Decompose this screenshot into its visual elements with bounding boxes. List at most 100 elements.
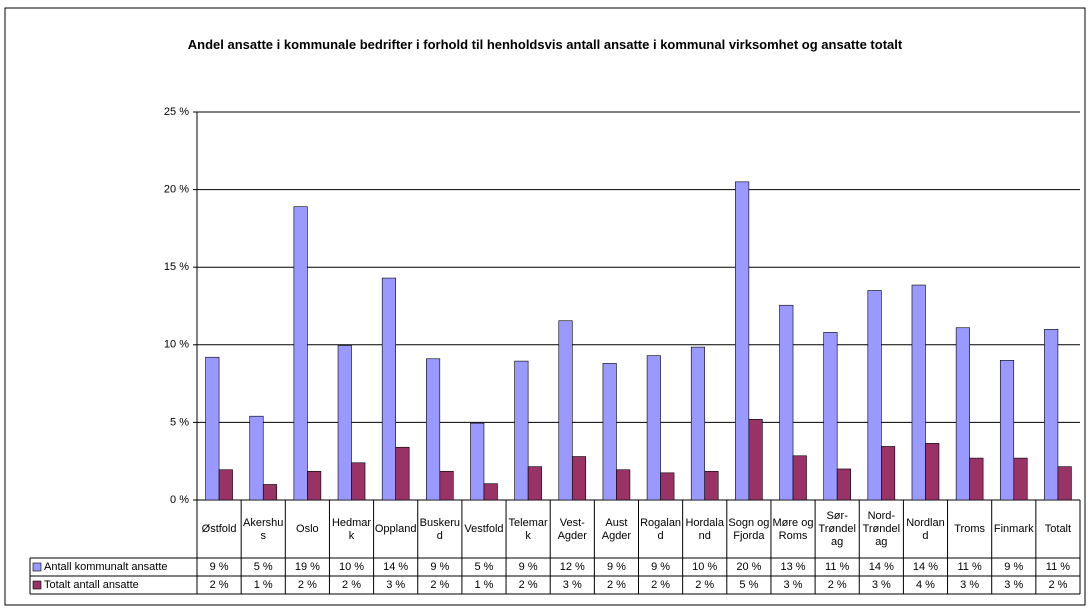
- bar: [925, 443, 940, 501]
- x-tick-label: Oslo: [296, 523, 319, 535]
- x-tick-label: Telemark: [508, 516, 548, 542]
- x-tick-label: Buskerud: [419, 516, 460, 542]
- bar: [969, 457, 984, 501]
- bar: [483, 483, 498, 501]
- value-label: 1 %: [474, 579, 493, 591]
- value-label: 9 %: [651, 561, 670, 573]
- bar: [660, 472, 675, 501]
- y-tick-label: 15 %: [164, 261, 189, 273]
- legend-key: [32, 562, 42, 572]
- value-label: 2 %: [1048, 579, 1067, 591]
- value-label: 3 %: [1004, 579, 1023, 591]
- x-tick-label: Sør-Trøndelag: [818, 510, 856, 548]
- value-label: 10 %: [692, 561, 717, 573]
- bar: [426, 358, 441, 501]
- value-label: 19 %: [295, 561, 320, 573]
- bar: [735, 181, 750, 501]
- value-label: 14 %: [913, 561, 938, 573]
- bar: [779, 304, 794, 501]
- bar: [748, 418, 763, 501]
- bar: [395, 446, 410, 501]
- bar: [792, 455, 807, 501]
- bar: [823, 332, 838, 501]
- y-tick-label: 5 %: [170, 416, 189, 428]
- bar: [955, 327, 970, 501]
- bar: [881, 446, 896, 501]
- value-label: 11 %: [825, 561, 849, 573]
- x-tick-label: Vestfold: [464, 523, 504, 535]
- bar: [527, 466, 542, 501]
- bar: [262, 484, 278, 501]
- bar: [558, 320, 573, 501]
- bar: [205, 356, 220, 501]
- x-tick-label: Hedmark: [331, 516, 372, 542]
- value-label: 2 %: [342, 579, 361, 591]
- x-tick-label: Rogaland: [640, 516, 682, 542]
- x-tick-label: Møre og Roms: [772, 516, 814, 542]
- value-label: 1 %: [254, 579, 273, 591]
- bar: [602, 363, 617, 501]
- x-tick-label: Aust Agder: [601, 516, 632, 542]
- bar: [249, 415, 264, 501]
- bar: [218, 469, 233, 501]
- legend-key: [32, 580, 42, 590]
- value-label: 2 %: [430, 579, 449, 591]
- value-label: 13 %: [780, 561, 805, 573]
- value-label: 9 %: [430, 561, 449, 573]
- value-label: 12 %: [560, 561, 585, 573]
- value-label: 9 %: [607, 561, 626, 573]
- x-tick-label: Nordland: [906, 516, 945, 542]
- value-label: 20 %: [736, 561, 761, 573]
- value-label: 3 %: [563, 579, 582, 591]
- value-label: 3 %: [872, 579, 891, 591]
- y-tick-label: 0 %: [170, 494, 189, 506]
- bar: [337, 345, 352, 501]
- value-label: 2 %: [651, 579, 670, 591]
- value-label: 11 %: [1046, 561, 1070, 573]
- y-tick-label: 20 %: [164, 184, 189, 196]
- bar: [646, 355, 661, 501]
- y-tick-label: 25 %: [164, 106, 189, 118]
- value-label: 9 %: [1004, 561, 1023, 573]
- bar: [293, 206, 308, 501]
- value-label: 2 %: [695, 579, 714, 591]
- value-label: 2 %: [519, 579, 538, 591]
- bar: [1013, 457, 1028, 501]
- bar: [867, 290, 882, 501]
- x-tick-label: Akershus: [243, 516, 284, 542]
- bar: [999, 360, 1015, 501]
- x-tick-label: Oppland: [374, 523, 417, 535]
- value-label: 5 %: [254, 561, 273, 573]
- x-tick-label: Troms: [954, 523, 985, 535]
- value-label: 2 %: [607, 579, 626, 591]
- bar: [439, 470, 454, 501]
- value-label: 2 %: [210, 579, 229, 591]
- value-label: 3 %: [386, 579, 405, 591]
- x-tick-label: Finmark: [993, 523, 1034, 535]
- value-label: 11 %: [957, 561, 981, 573]
- x-tick-label: Hordaland: [685, 516, 724, 542]
- x-tick-label: Totalt: [1044, 523, 1072, 535]
- bar: [381, 277, 396, 501]
- value-label: 9 %: [519, 561, 538, 573]
- value-label: 2 %: [298, 579, 317, 591]
- y-tick-label: 10 %: [164, 339, 189, 351]
- value-label: 14 %: [383, 561, 408, 573]
- value-label: 2 %: [828, 579, 847, 591]
- bar: [911, 284, 926, 501]
- x-tick-label: Vest-Agder: [557, 516, 587, 542]
- x-tick-label: Nord-Trøndelag: [862, 510, 901, 548]
- bar: [1057, 466, 1072, 501]
- value-label: 3 %: [784, 579, 803, 591]
- bar: [514, 360, 529, 501]
- bar: [690, 346, 706, 501]
- bar: [836, 468, 851, 501]
- bar: [571, 456, 587, 501]
- value-label: 4 %: [916, 579, 935, 591]
- bar: [351, 462, 366, 501]
- value-label: 10 %: [339, 561, 364, 573]
- bar: [1044, 328, 1059, 501]
- chart-title: Andel ansatte i kommunale bedrifter i fo…: [187, 37, 903, 52]
